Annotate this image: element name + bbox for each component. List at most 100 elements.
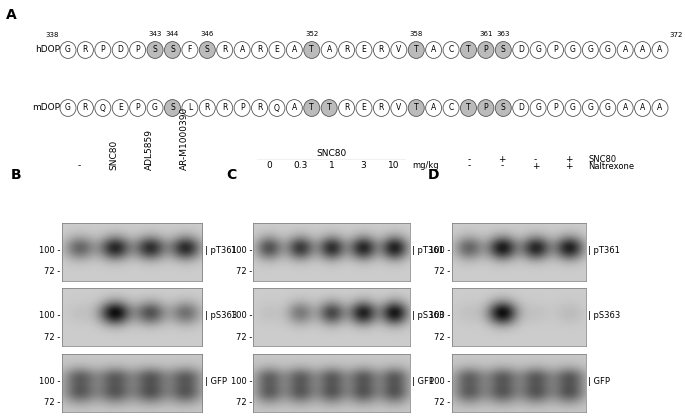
Text: A: A [640, 45, 645, 55]
Ellipse shape [303, 100, 320, 116]
Text: B: B [10, 168, 21, 182]
Ellipse shape [652, 100, 668, 116]
Text: R: R [344, 103, 349, 113]
Text: mg/kg: mg/kg [412, 161, 439, 170]
Ellipse shape [60, 100, 76, 116]
Text: T: T [466, 103, 471, 113]
Text: 3: 3 [360, 161, 366, 170]
Text: 352: 352 [305, 31, 319, 37]
Text: V: V [396, 45, 401, 55]
Text: G: G [570, 45, 576, 55]
Ellipse shape [547, 100, 564, 116]
Text: 1: 1 [329, 161, 334, 170]
Text: 72 -: 72 - [236, 399, 252, 407]
Text: A: A [240, 45, 245, 55]
Text: 363: 363 [497, 31, 510, 37]
Ellipse shape [634, 42, 651, 58]
Ellipse shape [617, 42, 633, 58]
Text: 100 -: 100 - [429, 377, 451, 386]
Text: -: - [534, 155, 537, 164]
Ellipse shape [460, 100, 477, 116]
Text: | GFP: | GFP [412, 377, 434, 386]
Text: 100 -: 100 - [231, 312, 252, 320]
Ellipse shape [182, 42, 198, 58]
Ellipse shape [530, 100, 546, 116]
Text: R: R [379, 45, 384, 55]
Ellipse shape [530, 42, 546, 58]
Text: AR-M1000390: AR-M1000390 [180, 106, 189, 170]
Text: E: E [362, 45, 366, 55]
Text: S: S [153, 45, 158, 55]
Ellipse shape [286, 42, 302, 58]
Text: S: S [501, 103, 506, 113]
Ellipse shape [617, 100, 633, 116]
Ellipse shape [321, 100, 337, 116]
Text: A: A [658, 103, 662, 113]
Ellipse shape [391, 100, 407, 116]
Ellipse shape [77, 42, 93, 58]
Text: -: - [501, 162, 503, 171]
Text: R: R [205, 103, 210, 113]
Ellipse shape [321, 42, 337, 58]
Text: 344: 344 [166, 31, 179, 37]
Text: A: A [327, 45, 332, 55]
Ellipse shape [234, 100, 250, 116]
Text: ADL5859: ADL5859 [145, 129, 154, 170]
Text: G: G [588, 103, 593, 113]
Ellipse shape [547, 42, 564, 58]
Text: | pT361: | pT361 [205, 246, 237, 255]
Ellipse shape [216, 100, 233, 116]
Text: +: + [532, 162, 539, 171]
Text: E: E [275, 45, 279, 55]
Text: | pS363: | pS363 [205, 312, 237, 320]
Ellipse shape [495, 100, 511, 116]
Text: 0.3: 0.3 [293, 161, 308, 170]
Ellipse shape [216, 42, 233, 58]
Ellipse shape [338, 42, 355, 58]
Ellipse shape [199, 100, 215, 116]
Ellipse shape [356, 100, 372, 116]
Text: 0: 0 [266, 161, 272, 170]
Text: | pS363: | pS363 [588, 312, 621, 320]
Ellipse shape [460, 42, 477, 58]
Text: G: G [152, 103, 158, 113]
Text: 100 -: 100 - [429, 312, 451, 320]
Text: T: T [414, 45, 419, 55]
Ellipse shape [234, 42, 250, 58]
Text: P: P [484, 103, 488, 113]
Ellipse shape [147, 100, 163, 116]
Text: -: - [467, 162, 471, 171]
Text: | GFP: | GFP [205, 377, 227, 386]
Ellipse shape [182, 100, 198, 116]
Text: G: G [570, 103, 576, 113]
Text: R: R [83, 103, 88, 113]
Text: E: E [362, 103, 366, 113]
Text: T: T [466, 45, 471, 55]
Text: G: G [605, 45, 611, 55]
Text: | GFP: | GFP [588, 377, 610, 386]
Ellipse shape [512, 100, 529, 116]
Text: +: + [565, 155, 573, 164]
Text: G: G [535, 45, 541, 55]
Ellipse shape [95, 42, 111, 58]
Ellipse shape [269, 42, 285, 58]
Text: G: G [65, 45, 71, 55]
Ellipse shape [391, 42, 407, 58]
Text: 72 -: 72 - [44, 333, 60, 342]
Ellipse shape [582, 42, 599, 58]
Text: 343: 343 [149, 31, 162, 37]
Ellipse shape [112, 42, 128, 58]
Text: A: A [431, 45, 436, 55]
Text: S: S [205, 45, 210, 55]
Text: P: P [553, 45, 558, 55]
Text: A: A [292, 103, 297, 113]
Ellipse shape [478, 100, 494, 116]
Ellipse shape [338, 100, 355, 116]
Text: L: L [188, 103, 192, 113]
Text: R: R [379, 103, 384, 113]
Ellipse shape [303, 42, 320, 58]
Text: 338: 338 [45, 32, 59, 38]
Text: -: - [77, 161, 81, 170]
Ellipse shape [478, 42, 494, 58]
Text: +: + [499, 155, 506, 164]
